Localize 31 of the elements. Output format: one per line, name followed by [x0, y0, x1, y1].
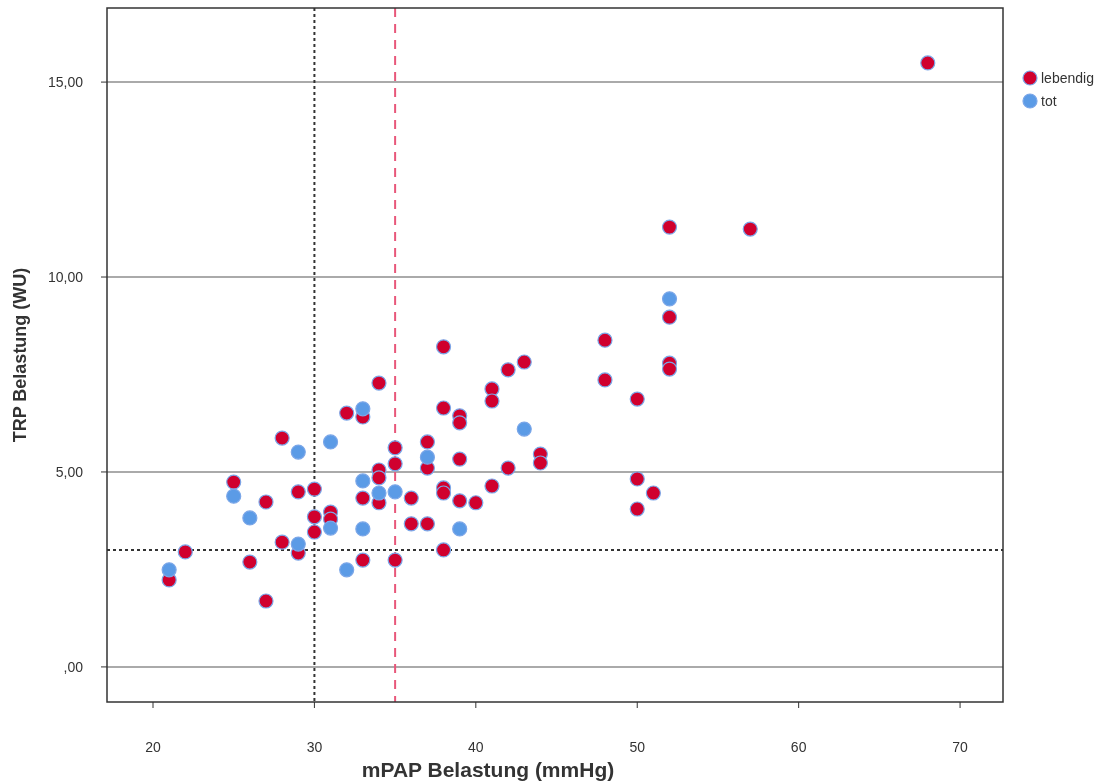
- point: [661, 291, 678, 307]
- point: [371, 485, 387, 501]
- point: [290, 444, 306, 460]
- x-axis-title: mPAP Belastung (mmHg): [361, 758, 615, 781]
- y-tick-label: 10,00: [47, 269, 84, 286]
- point: [387, 484, 403, 500]
- x-tick-label: 20: [145, 739, 161, 755]
- y-tick-label: 5,00: [55, 463, 84, 480]
- x-tick-label: 40: [468, 739, 484, 755]
- legend-label: lebendig: [1041, 70, 1094, 86]
- x-tick-label: 30: [306, 739, 323, 755]
- point: [290, 536, 306, 552]
- point: [242, 510, 258, 526]
- legend-label: tot: [1041, 93, 1057, 109]
- point: [516, 421, 532, 437]
- point: [322, 520, 339, 536]
- point: [355, 473, 371, 489]
- point: [339, 562, 355, 578]
- point: [419, 449, 435, 465]
- x-tick-label: 50: [629, 739, 646, 755]
- point: [322, 434, 339, 450]
- point: [226, 488, 242, 504]
- y-tick-label: 15,00: [47, 74, 84, 91]
- point: [452, 521, 468, 537]
- x-tick-label: 70: [952, 739, 969, 755]
- point: [355, 521, 371, 537]
- point: [355, 401, 371, 417]
- y-axis-title: TRP Belastung (WU): [10, 267, 30, 443]
- y-tick-label: ,00: [63, 658, 84, 675]
- x-tick-label: 60: [790, 739, 807, 755]
- point: [161, 562, 177, 578]
